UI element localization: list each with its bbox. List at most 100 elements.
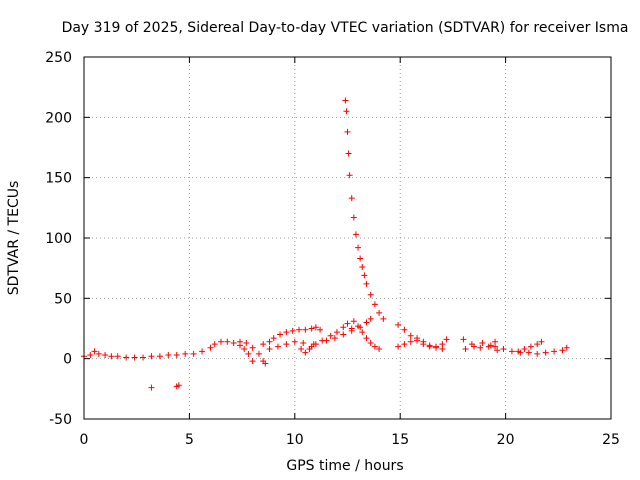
data-point	[108, 353, 115, 360]
data-point	[190, 350, 197, 357]
data-point	[175, 382, 182, 389]
data-point	[260, 341, 267, 348]
data-point	[102, 352, 109, 359]
series	[462, 339, 501, 354]
x-axis-title: GPS time / hours	[286, 458, 403, 474]
data-point	[376, 309, 383, 316]
data-point	[443, 336, 450, 343]
data-point	[243, 339, 250, 346]
data-point	[479, 339, 486, 346]
series	[148, 382, 182, 391]
data-point	[350, 318, 357, 325]
data-point	[361, 272, 368, 279]
data-point	[218, 338, 225, 345]
data-point	[433, 344, 440, 351]
data-point	[249, 358, 256, 365]
data-point	[414, 335, 421, 342]
y-tick-label: 50	[54, 291, 72, 307]
data-point	[352, 231, 359, 238]
data-point	[460, 336, 467, 343]
series	[515, 338, 545, 355]
data-point	[357, 324, 364, 331]
data-point	[494, 347, 501, 354]
data-point	[310, 341, 317, 348]
data-point	[148, 384, 155, 391]
data-point	[363, 280, 370, 287]
data-point	[340, 331, 347, 338]
data-point	[371, 343, 378, 350]
data-point	[508, 348, 515, 355]
data-point	[87, 352, 94, 359]
data-point	[367, 315, 374, 322]
data-point	[306, 346, 313, 353]
data-point	[95, 350, 102, 357]
data-point	[380, 315, 387, 322]
data-point	[327, 332, 334, 339]
data-point	[346, 172, 353, 179]
data-point	[302, 349, 309, 356]
data-point	[114, 353, 121, 360]
series	[323, 315, 374, 344]
y-tick-label: 100	[45, 231, 72, 247]
series	[395, 335, 446, 353]
data-point	[376, 346, 383, 353]
data-point	[348, 327, 355, 334]
data-point	[296, 326, 303, 333]
data-point	[207, 344, 214, 351]
data-point	[255, 350, 262, 357]
data-point	[323, 337, 330, 344]
data-point	[123, 354, 130, 361]
data-point	[487, 342, 494, 349]
data-point	[345, 150, 352, 157]
data-point	[551, 348, 558, 355]
data-point	[298, 346, 305, 353]
data-point	[534, 341, 541, 348]
data-point	[477, 344, 484, 351]
data-point	[312, 324, 319, 331]
data-point	[350, 214, 357, 221]
data-point	[148, 353, 155, 360]
data-point	[355, 244, 362, 251]
data-point	[266, 338, 273, 345]
data-point	[300, 339, 307, 346]
data-point	[426, 342, 433, 349]
series	[211, 338, 256, 365]
data-point	[230, 339, 237, 346]
data-point	[395, 321, 402, 328]
data-point	[559, 347, 566, 354]
data-point	[249, 344, 256, 351]
x-tick-label: 0	[80, 432, 89, 448]
data-point	[211, 341, 218, 348]
data-point	[401, 341, 408, 348]
data-point	[302, 326, 309, 333]
y-tick-label: 150	[45, 171, 72, 187]
data-point	[266, 346, 273, 353]
data-point	[283, 341, 290, 348]
y-tick-label: -50	[49, 412, 72, 428]
data-point	[270, 335, 277, 342]
data-point	[344, 128, 351, 135]
data-point	[173, 352, 180, 359]
data-point	[407, 338, 414, 345]
grid-lines	[84, 57, 611, 419]
data-point	[344, 320, 351, 327]
y-tick-labels: -50 0 50 100 150 200 250	[45, 50, 72, 428]
data-point	[342, 97, 349, 104]
data-point	[395, 343, 402, 350]
x-tick-label: 20	[497, 432, 515, 448]
data-point	[367, 291, 374, 298]
series	[236, 338, 269, 367]
data-point	[563, 344, 570, 351]
data-point	[371, 301, 378, 308]
data-point	[308, 325, 315, 332]
data-point	[241, 346, 248, 353]
data-point	[462, 346, 469, 353]
data-point	[527, 343, 534, 350]
data-point	[283, 329, 290, 336]
data-point	[357, 255, 364, 262]
data-point	[224, 338, 231, 345]
x-tick-label: 15	[391, 432, 409, 448]
data-point	[317, 326, 324, 333]
